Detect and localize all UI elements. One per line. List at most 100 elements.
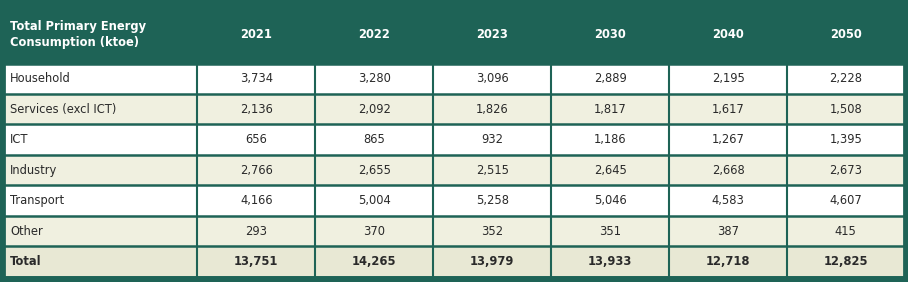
Text: 2023: 2023 [477,28,508,41]
Text: 387: 387 [717,225,739,238]
Text: 13,979: 13,979 [470,255,515,268]
Text: 5,046: 5,046 [594,194,627,207]
Text: 1,508: 1,508 [829,103,863,116]
Bar [4,155,197,186]
Bar [669,94,787,124]
Bar [551,63,669,94]
Bar [787,155,904,186]
Bar [4,63,197,94]
Bar [669,216,787,246]
Bar [787,246,904,277]
Text: 3,096: 3,096 [476,72,508,85]
Bar [787,124,904,155]
Bar [669,186,787,216]
Text: 932: 932 [481,133,503,146]
Bar [433,94,551,124]
Text: 2,195: 2,195 [712,72,745,85]
Bar [433,124,551,155]
Text: 2,228: 2,228 [829,72,863,85]
Text: 2,766: 2,766 [240,164,272,177]
Bar [197,246,315,277]
Bar [551,94,669,124]
Text: 2022: 2022 [359,28,390,41]
Bar [787,63,904,94]
Text: 2,668: 2,668 [712,164,745,177]
Bar [433,186,551,216]
Text: 2,136: 2,136 [240,103,272,116]
Bar [787,186,904,216]
Text: 2,655: 2,655 [358,164,390,177]
Text: 370: 370 [363,225,385,238]
Bar [315,94,433,124]
Bar [433,246,551,277]
Bar [433,63,551,94]
Bar [433,5,551,63]
Bar [433,216,551,246]
Bar [315,63,433,94]
Text: 4,166: 4,166 [240,194,272,207]
Bar [551,155,669,186]
Text: 352: 352 [481,225,503,238]
Text: 1,267: 1,267 [712,133,745,146]
Text: 2030: 2030 [595,28,627,41]
Bar [4,216,197,246]
Text: 1,826: 1,826 [476,103,508,116]
Bar [787,216,904,246]
Text: Transport: Transport [10,194,64,207]
Text: 2,515: 2,515 [476,164,508,177]
Bar [551,5,669,63]
Bar [4,186,197,216]
Text: 12,825: 12,825 [824,255,868,268]
Text: 2,673: 2,673 [829,164,863,177]
Text: 13,751: 13,751 [234,255,279,268]
Text: 4,607: 4,607 [829,194,863,207]
Text: 2,092: 2,092 [358,103,390,116]
Bar [669,5,787,63]
Text: 1,395: 1,395 [829,133,863,146]
Text: 2,645: 2,645 [594,164,627,177]
Text: Total Primary Energy
Consumption (ktoe): Total Primary Energy Consumption (ktoe) [10,20,146,49]
Text: 1,817: 1,817 [594,103,627,116]
Bar [197,63,315,94]
Text: 13,933: 13,933 [588,255,633,268]
Bar [197,5,315,63]
Text: 1,617: 1,617 [712,103,745,116]
Bar [4,94,197,124]
Text: 351: 351 [599,225,621,238]
Bar [4,124,197,155]
Text: Household: Household [10,72,71,85]
Bar [197,94,315,124]
Bar [197,155,315,186]
Text: 2,889: 2,889 [594,72,627,85]
Text: 656: 656 [245,133,267,146]
Bar [433,155,551,186]
Text: 2050: 2050 [830,28,862,41]
Bar [4,246,197,277]
Bar [551,124,669,155]
Bar [787,94,904,124]
Bar [551,186,669,216]
Bar [197,186,315,216]
Text: 2040: 2040 [713,28,745,41]
Text: 12,718: 12,718 [706,255,751,268]
Text: 415: 415 [834,225,857,238]
Text: Total: Total [10,255,42,268]
Text: 5,004: 5,004 [358,194,390,207]
Bar [315,5,433,63]
Bar [315,155,433,186]
Text: 293: 293 [245,225,267,238]
Bar [669,124,787,155]
Bar [669,246,787,277]
Bar [551,216,669,246]
Bar [4,5,197,63]
Bar [315,124,433,155]
Text: 3,734: 3,734 [240,72,272,85]
Bar [551,246,669,277]
Text: Industry: Industry [10,164,57,177]
Bar [315,216,433,246]
Bar [669,63,787,94]
Bar [197,124,315,155]
Text: ICT: ICT [10,133,28,146]
Bar [669,155,787,186]
Bar [315,246,433,277]
